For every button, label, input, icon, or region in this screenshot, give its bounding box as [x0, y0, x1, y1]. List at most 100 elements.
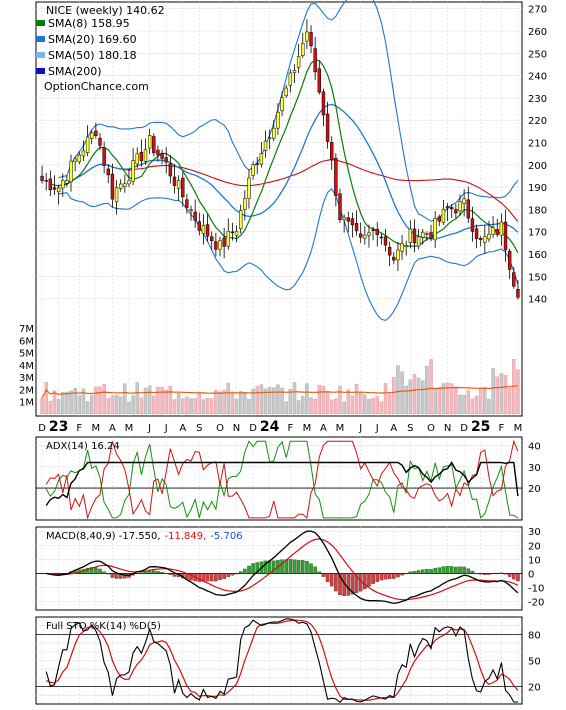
volume-bar — [454, 386, 458, 415]
volume-bar — [226, 382, 230, 415]
candle-body — [284, 87, 288, 97]
legend-label-sma20: SMA(20) 169.60 — [48, 33, 137, 46]
volume-bar — [123, 383, 127, 415]
volume-bar — [367, 399, 371, 415]
candle-body — [375, 228, 379, 235]
candle-body — [131, 160, 135, 182]
macd-histogram-bar — [499, 572, 504, 574]
volume-bar — [346, 389, 350, 415]
volume-bar — [462, 394, 466, 415]
macd-histogram-bar — [40, 573, 44, 575]
volume-bar — [65, 391, 69, 415]
macd-histogram-bar — [243, 568, 247, 574]
macd-histogram-bar — [106, 573, 111, 575]
candle-body — [338, 193, 342, 220]
volume-bar — [118, 396, 123, 415]
candle-body — [305, 31, 309, 42]
macd-label: MACD(8,40,9) -17.550, -11.849, -5.706 — [46, 531, 243, 542]
price-tick-label: 240 — [528, 72, 547, 83]
candle-body — [69, 160, 73, 183]
volume-bar — [387, 393, 392, 415]
candle-body — [441, 208, 446, 223]
candle-body — [44, 180, 48, 182]
volume-bar — [230, 391, 235, 415]
macd-histogram-bar — [94, 567, 98, 574]
macd-histogram-bar — [168, 573, 173, 575]
volume-bar — [288, 389, 293, 415]
candle-body — [94, 130, 98, 136]
macd-histogram-bar — [139, 572, 144, 574]
volume-bar — [181, 398, 185, 415]
candle-body — [168, 163, 173, 177]
macd-histogram-bar — [408, 571, 413, 574]
volume-bar — [234, 398, 239, 415]
candle-body — [383, 236, 388, 246]
candle-body — [363, 234, 367, 239]
price-tick-label: 270 — [528, 5, 547, 16]
candle-body — [309, 32, 313, 47]
price-tick-label: 170 — [528, 228, 547, 239]
watermark: OptionChance.com — [44, 80, 149, 93]
legend-swatch-sma20 — [36, 36, 45, 42]
candle-body — [379, 236, 384, 239]
volume-bar — [487, 398, 491, 415]
candle-body — [367, 232, 371, 236]
candle-body — [404, 245, 408, 248]
volume-bar — [110, 395, 115, 415]
bollinger-lower — [58, 187, 519, 322]
macd-histogram-bar — [218, 573, 222, 580]
volume-bar — [354, 383, 359, 415]
candle-body — [396, 249, 400, 261]
candle-body — [487, 233, 491, 240]
macd-histogram-bar — [491, 573, 495, 575]
legend: SMA(8) 158.95 SMA(20) 169.60 SMA(50) 180… — [36, 17, 137, 78]
candle-body — [495, 229, 499, 235]
volume-bar — [197, 391, 202, 415]
macd-histogram-bar — [412, 571, 417, 574]
volume-bar — [516, 369, 520, 415]
volume-bar — [470, 398, 475, 415]
volume-bar — [429, 359, 433, 415]
candle-body — [238, 210, 243, 229]
macd-histogram-bar — [156, 571, 160, 574]
x-tick-label: J — [358, 423, 362, 434]
macd-histogram-bar — [416, 570, 421, 574]
candle-body — [143, 149, 148, 162]
volume-bar — [85, 401, 90, 415]
price-tick-label: 140 — [528, 295, 547, 306]
volume-bar — [176, 392, 181, 415]
candle-body — [255, 163, 259, 165]
candle-body — [272, 127, 276, 139]
volume-tick-label: 2M — [19, 385, 34, 396]
volume-bar — [296, 400, 301, 415]
candle-body — [288, 72, 293, 86]
macd-label-base: MACD(8,40,9) -17.550, — [46, 531, 161, 542]
candle-body — [210, 236, 214, 241]
x-tick-label: M — [303, 423, 312, 434]
price-panel — [40, 0, 520, 415]
candle-body — [516, 288, 520, 298]
candle-body — [429, 232, 433, 239]
volume-bar — [135, 382, 139, 415]
candle-body — [193, 211, 197, 221]
volume-bar — [466, 390, 470, 415]
volume-bar — [458, 394, 462, 415]
volume-bar — [69, 390, 73, 415]
macd-histogram-bar — [251, 563, 255, 574]
volume-bar — [218, 391, 222, 415]
x-tick-label: M — [125, 423, 134, 434]
candle-body — [276, 111, 280, 129]
candle-body — [135, 153, 139, 165]
volume-average-line — [41, 385, 518, 399]
candle-body — [160, 153, 164, 159]
volume-bar — [185, 396, 189, 415]
volume-bar — [503, 375, 508, 415]
price-tick-label: 160 — [528, 250, 547, 261]
macd-histogram-bar — [114, 573, 119, 579]
volume-bar — [292, 382, 297, 415]
volume-bar — [284, 401, 288, 415]
candle-body — [350, 218, 355, 226]
candle-body — [342, 217, 346, 220]
candle-body — [458, 201, 462, 212]
candle-body — [152, 136, 156, 154]
